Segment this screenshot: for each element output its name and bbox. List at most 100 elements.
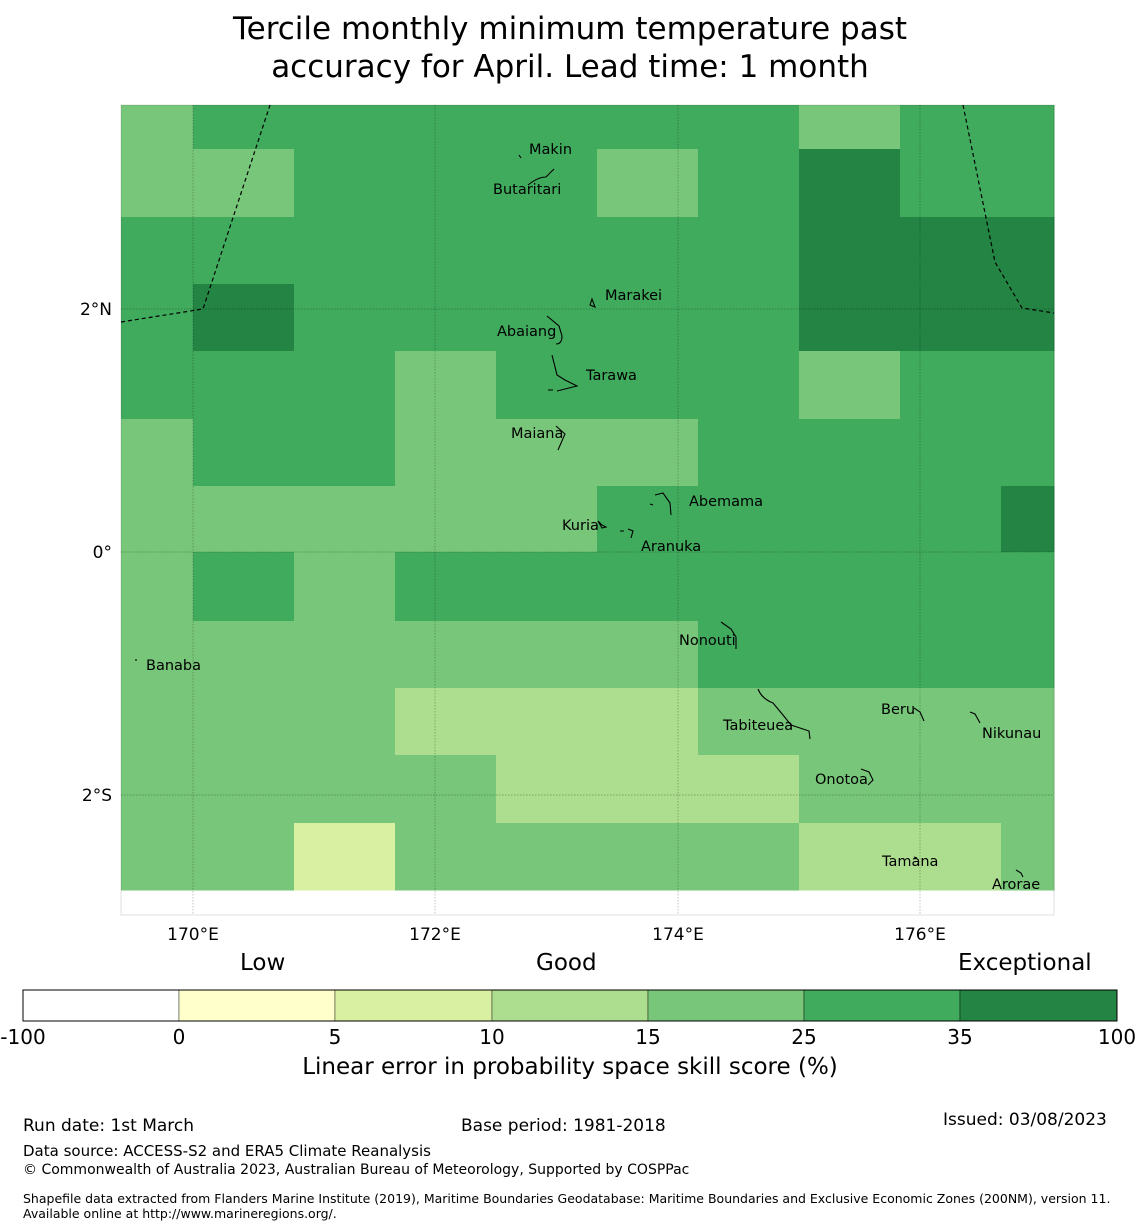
place-label-kuria: Kuria — [562, 518, 599, 534]
place-label-abaiang: Abaiang — [497, 324, 556, 340]
grid-cell — [597, 621, 699, 689]
grid-cell — [1001, 552, 1055, 622]
copyright: © Commonwealth of Australia 2023, Austra… — [23, 1162, 690, 1178]
grid-cell — [395, 486, 497, 553]
island-butaritari — [527, 168, 555, 186]
place-label-banaba: Banaba — [146, 658, 201, 674]
colorbar-segment — [491, 989, 649, 1022]
colorbar-tick-m100: -100 — [0, 1025, 46, 1049]
grid-cell — [193, 351, 295, 420]
colorbar-tick-15: 15 — [635, 1025, 661, 1049]
grid-cell — [597, 552, 699, 622]
grid-cell — [799, 552, 901, 622]
place-label-marakei: Marakei — [605, 288, 662, 304]
grid-cell — [193, 755, 295, 824]
grid-cell — [496, 621, 598, 689]
island-makin — [518, 154, 522, 159]
grid-cell — [294, 217, 396, 285]
place-labels: Makin Butaritari Marakei Abaiang Tarawa … — [146, 142, 1041, 893]
grid-cell — [121, 621, 194, 689]
grid-cell — [799, 217, 901, 285]
colorbar-segment — [647, 989, 805, 1022]
map-border — [120, 104, 1055, 916]
colorbar-tick-5: 5 — [328, 1025, 342, 1049]
grid-cell — [698, 149, 800, 218]
place-label-abemama: Abemama — [689, 494, 763, 510]
skill-map: 2°N 0° 2°S 170°E 172°E 174°E 176°E Makin… — [80, 104, 1055, 945]
colorbar-segment — [178, 989, 336, 1022]
grid-cell — [597, 351, 699, 420]
grid-cell — [496, 688, 598, 756]
grid-cell — [900, 105, 1002, 150]
grid-cell — [121, 284, 194, 352]
grid-cell — [496, 486, 598, 553]
grid-cell — [799, 688, 901, 756]
grid-cell — [1001, 149, 1055, 218]
place-label-maiana: Maiana — [511, 426, 563, 442]
grid-cell — [294, 105, 396, 150]
grid-cell — [395, 351, 497, 420]
grid-cell — [496, 351, 598, 420]
grid-cell — [395, 419, 497, 487]
island-maiana — [555, 425, 566, 451]
grid-cell — [294, 621, 396, 689]
grid-cell — [395, 552, 497, 622]
place-label-tamana: Tamana — [881, 854, 938, 870]
grid-cell — [597, 284, 699, 352]
grid-cell — [395, 149, 497, 218]
grid-cell — [395, 284, 497, 352]
island-abaiang — [546, 315, 563, 345]
grid-cell — [496, 419, 598, 487]
grid-cell — [900, 755, 1002, 824]
island-nonouti — [720, 621, 737, 649]
colorbar-tick-25: 25 — [791, 1025, 817, 1049]
grid-cell — [597, 755, 699, 824]
island-kuria — [597, 520, 608, 529]
grid-cell — [900, 149, 1002, 218]
shapefile-credit: Shapefile data extracted from Flanders M… — [23, 1191, 1111, 1221]
grid-cell — [496, 284, 598, 352]
grid-cell — [698, 105, 800, 150]
data-source: Data source: ACCESS-S2 and ERA5 Climate … — [23, 1142, 431, 1160]
grid-cell — [900, 552, 1002, 622]
run-date: Run date: 1st March — [23, 1116, 195, 1136]
lon-tick-labels: 170°E 172°E 174°E 176°E — [167, 925, 946, 945]
colorbar — [22, 989, 1118, 1022]
grid-cell — [121, 823, 194, 891]
grid-cell — [294, 486, 396, 553]
island-marakei — [589, 297, 596, 308]
grid-cell — [1001, 419, 1055, 487]
map-gridlines — [121, 105, 1054, 915]
grid-cell — [799, 149, 901, 218]
grid-cell — [900, 351, 1002, 420]
place-label-arorae: Arorae — [992, 877, 1040, 893]
place-label-butaritari: Butaritari — [493, 182, 561, 198]
colorbar-word-low: Low — [240, 950, 286, 976]
grid-cell — [597, 149, 699, 218]
colorbar-segment — [803, 989, 961, 1022]
grid-cell — [698, 486, 800, 553]
grid-cell — [698, 823, 800, 891]
grid-cell — [900, 486, 1002, 553]
grid-cell — [799, 621, 901, 689]
grid-cell — [698, 552, 800, 622]
colorbar-tick-0: 0 — [172, 1025, 186, 1049]
lat-tick-labels: 2°N 0° 2°S — [80, 300, 112, 806]
grid-cell — [294, 552, 396, 622]
grid-cell — [193, 486, 295, 553]
island-tabiteuea — [757, 688, 811, 740]
colorbar-word-exceptional: Exceptional — [958, 950, 1092, 976]
grid-cell — [698, 284, 800, 352]
eez-boundaries — [120, 104, 1055, 323]
grid-cell — [121, 351, 194, 420]
grid-cell — [121, 552, 194, 622]
colorbar-segments — [22, 989, 1118, 1022]
lon-tick-176e: 176°E — [894, 925, 946, 945]
grid-cell — [395, 755, 497, 824]
grid-cell — [597, 217, 699, 285]
grid-cell — [193, 419, 295, 487]
eez-boundary-west — [120, 104, 271, 323]
grid-cell — [900, 419, 1002, 487]
grid-cell — [1001, 217, 1055, 285]
grid-cell — [496, 149, 598, 218]
